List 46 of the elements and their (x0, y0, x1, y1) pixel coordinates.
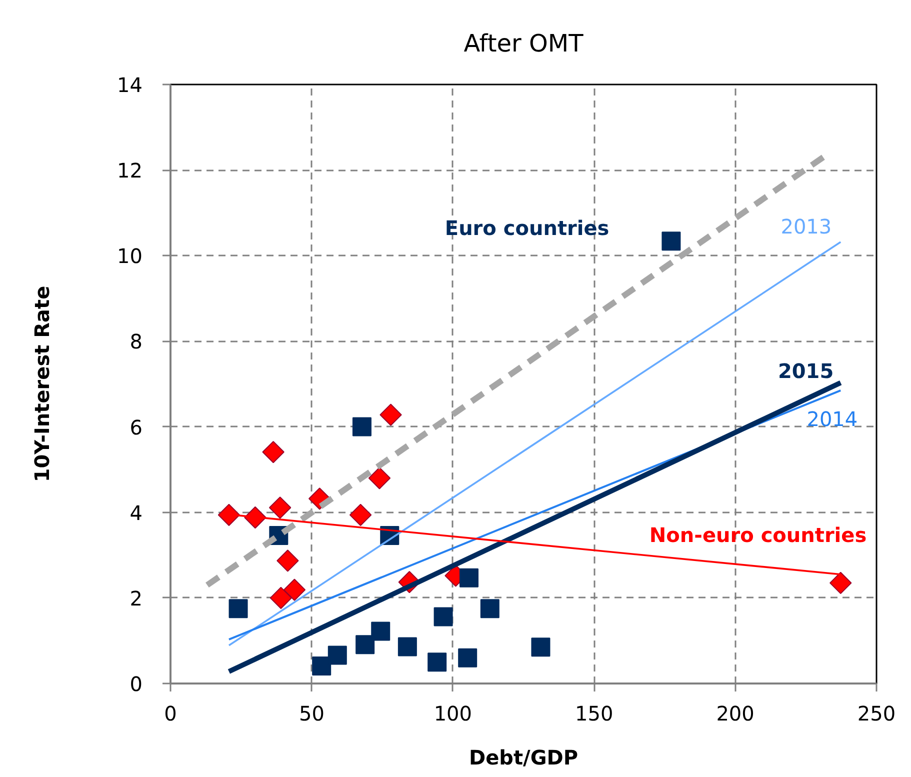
point (480, 599, 500, 618)
y-tick-label: 0 (130, 672, 143, 696)
point (434, 607, 453, 626)
x-tick-label: 100 (434, 702, 472, 726)
point (371, 622, 390, 641)
series-label: 2013 (780, 214, 832, 238)
y-tick-label: 14 (117, 73, 143, 97)
y-axis-title: 10Y-Interest Rate (30, 286, 54, 482)
point (459, 568, 478, 588)
point (458, 648, 478, 668)
series-label: 2015 (778, 359, 834, 384)
x-tick-label: 250 (857, 702, 896, 726)
point (268, 496, 292, 519)
y-tick-label: 10 (117, 244, 143, 268)
point (356, 635, 375, 654)
x-axis-title: Debt/GDP (468, 746, 578, 770)
point (283, 578, 306, 601)
point (380, 404, 402, 426)
point (218, 504, 240, 526)
point (662, 232, 681, 251)
text: Euro countries (444, 216, 610, 240)
x-tick-label: 50 (298, 702, 324, 726)
series-label: 2014 (806, 406, 858, 431)
y-tick-label: 2 (130, 586, 143, 610)
point (398, 637, 417, 656)
y-tick-label: 6 (130, 415, 143, 440)
point (830, 572, 852, 594)
point (270, 586, 292, 610)
y-tick-label: 8 (130, 330, 143, 354)
point (352, 417, 372, 436)
chart-title: After OMT (464, 30, 584, 58)
x-tick-label: 150 (575, 702, 614, 726)
point (328, 646, 347, 665)
point (368, 467, 391, 490)
y-tick-label: 4 (130, 500, 143, 525)
point (312, 656, 332, 676)
point (262, 440, 284, 464)
point (276, 550, 299, 572)
point (428, 652, 447, 672)
y-tick-label: 12 (117, 158, 143, 183)
point (349, 504, 372, 526)
x-tick-label: 200 (716, 702, 754, 726)
series-label: Non-euro countries (649, 522, 867, 547)
point (228, 599, 248, 618)
x-tick-label: 0 (164, 702, 177, 726)
point (531, 638, 550, 657)
